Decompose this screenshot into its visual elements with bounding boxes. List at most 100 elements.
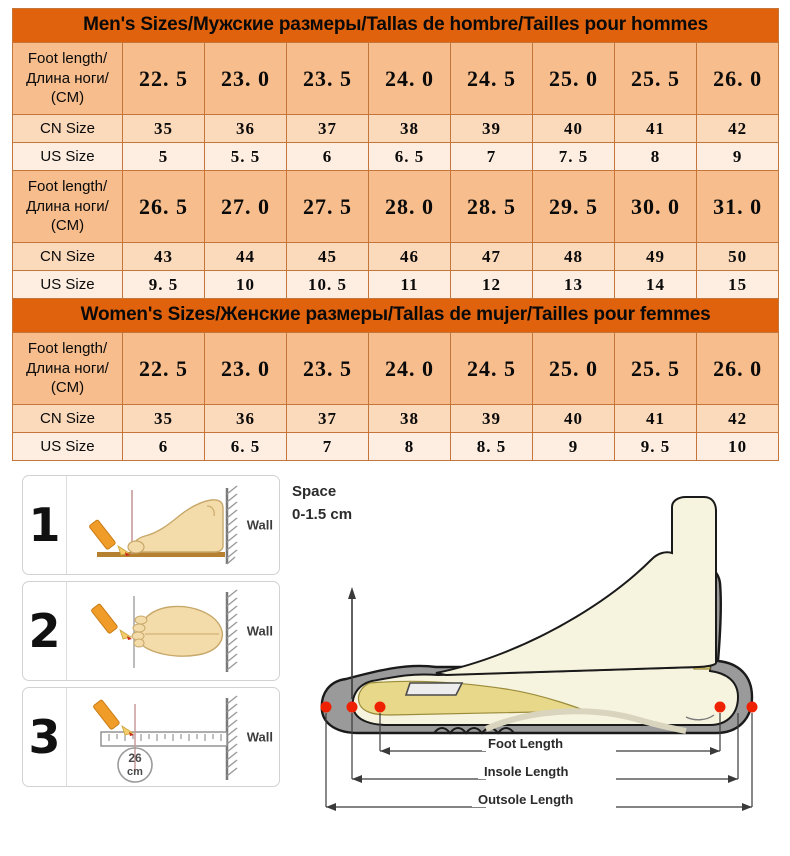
cell-foot-length: 23. 5 bbox=[286, 42, 369, 115]
cell-foot-length: 25. 5 bbox=[614, 42, 697, 115]
size-chart-tables: Men's Sizes/Мужские размеры/Tallas de ho… bbox=[11, 8, 780, 461]
cell-cn-size: 38 bbox=[368, 114, 451, 143]
cell-us-size: 8 bbox=[614, 142, 697, 171]
ruler-reading-value: 26 bbox=[128, 751, 142, 765]
cell-cn-size: 45 bbox=[286, 242, 369, 271]
marker-dot-heel-inner bbox=[714, 701, 726, 713]
cell-cn-size: 46 bbox=[368, 242, 451, 271]
marker-dot-heel-outer bbox=[746, 701, 758, 713]
cell-cn-size: 37 bbox=[286, 404, 369, 433]
cell-cn-size: 42 bbox=[695, 404, 780, 433]
row-label-foot-length: Foot length/ Длина ноги/ (CM) bbox=[12, 42, 123, 115]
cell-foot-length: 25. 0 bbox=[532, 332, 615, 405]
cell-cn-size: 41 bbox=[614, 404, 697, 433]
cell-us-size: 10 bbox=[204, 270, 287, 299]
size-table: Men's Sizes/Мужские размеры/Tallas de ho… bbox=[11, 8, 780, 461]
table-row-us-size: US Size 5 5. 5 6 6. 5 7 7. 5 8 9 bbox=[12, 142, 780, 171]
magnifier-circle bbox=[117, 747, 153, 783]
toe-box-detail bbox=[404, 682, 464, 696]
foot-label-line-1: Foot length/ bbox=[27, 49, 108, 67]
cell-us-size: 11 bbox=[368, 270, 451, 299]
cell-us-size: 8. 5 bbox=[450, 432, 533, 461]
row-label-foot-length: Foot length/ Длина ноги/ (CM) bbox=[12, 332, 123, 405]
table-row-us-size: US Size 9. 5 10 10. 5 11 12 13 14 15 bbox=[12, 270, 780, 299]
foot-label-line-2: Длина ноги/ bbox=[26, 359, 109, 377]
banner-text: Men's Sizes/Мужские размеры/Tallas de ho… bbox=[11, 8, 780, 43]
wall-label: Wall bbox=[246, 517, 273, 533]
table-row-cn-size: CN Size 35 36 37 38 39 40 41 42 bbox=[12, 404, 780, 433]
wall-hatching bbox=[226, 695, 238, 777]
cell-us-size: 9 bbox=[695, 142, 780, 171]
foot-label-line-3: (CM) bbox=[50, 89, 85, 107]
foot-silhouette bbox=[138, 605, 223, 657]
step-1-card: 1 bbox=[22, 475, 280, 575]
foot-label-line-2: Длина ноги/ bbox=[26, 197, 109, 215]
cell-cn-size: 44 bbox=[204, 242, 287, 271]
pencil-icon bbox=[93, 699, 135, 736]
dimension-label-outsole-length: Outsole Length bbox=[472, 792, 580, 807]
marker-dot-outsole-toe bbox=[320, 701, 332, 713]
cell-us-size: 14 bbox=[614, 270, 697, 299]
section-banner-mens: Men's Sizes/Мужские размеры/Tallas de ho… bbox=[11, 8, 780, 43]
ruler-measuring-diagram: 26 cm bbox=[93, 695, 238, 783]
step-3-card: 3 bbox=[22, 687, 280, 787]
cell-cn-size: 43 bbox=[122, 242, 205, 271]
shoe-foot-cross-section bbox=[320, 496, 758, 811]
step-number: 1 bbox=[23, 476, 67, 574]
cell-us-size: 7 bbox=[286, 432, 369, 461]
cell-foot-length: 28. 0 bbox=[368, 170, 451, 243]
cell-us-size: 6 bbox=[286, 142, 369, 171]
table-row-foot-length: Foot length/ Длина ноги/ (CM) 22. 5 23. … bbox=[12, 42, 780, 115]
cell-us-size: 9 bbox=[532, 432, 615, 461]
foot-label-line-2: Длина ноги/ bbox=[26, 69, 109, 87]
cell-cn-size: 36 bbox=[204, 114, 287, 143]
cell-us-size: 10 bbox=[695, 432, 780, 461]
row-label-cn-size: CN Size bbox=[12, 242, 123, 271]
marker-dot-insole-toe bbox=[346, 701, 358, 713]
cell-cn-size: 40 bbox=[532, 114, 615, 143]
measurement-instructions: 1 bbox=[0, 467, 790, 842]
table-row-foot-length: Foot length/ Длина ноги/ (CM) 22. 5 23. … bbox=[12, 332, 780, 405]
cell-us-size: 9. 5 bbox=[614, 432, 697, 461]
cell-foot-length: 27. 5 bbox=[286, 170, 369, 243]
cell-cn-size: 36 bbox=[204, 404, 287, 433]
cell-cn-size: 39 bbox=[450, 114, 533, 143]
foot-and-leg-shape bbox=[435, 496, 717, 677]
section-banner-womens: Women's Sizes/Женские размеры/Tallas de … bbox=[11, 298, 780, 333]
toes-group bbox=[131, 615, 148, 648]
space-arrow-head bbox=[348, 587, 356, 599]
cell-us-size: 15 bbox=[695, 270, 780, 299]
ankle-crease bbox=[206, 505, 215, 517]
foot-label-line-1: Foot length/ bbox=[27, 177, 108, 195]
step-2-card: 2 bbox=[22, 581, 280, 681]
cell-us-size: 13 bbox=[532, 270, 615, 299]
cell-cn-size: 38 bbox=[368, 404, 451, 433]
dimension-label-insole-length: Insole Length bbox=[478, 764, 575, 779]
cell-foot-length: 30. 0 bbox=[614, 170, 697, 243]
cell-foot-length: 26. 0 bbox=[695, 42, 780, 115]
row-label-us-size: US Size bbox=[12, 432, 123, 461]
cell-cn-size: 50 bbox=[695, 242, 780, 271]
wall-hatching bbox=[226, 485, 238, 565]
marker-dot-foot-toe bbox=[374, 701, 386, 713]
cell-foot-length: 28. 5 bbox=[450, 170, 533, 243]
cell-us-size: 9. 5 bbox=[122, 270, 205, 299]
cell-foot-length: 22. 5 bbox=[122, 42, 205, 115]
cell-cn-size: 39 bbox=[450, 404, 533, 433]
dimension-insole-length bbox=[352, 775, 738, 783]
cell-foot-length: 24. 0 bbox=[368, 42, 451, 115]
wall-label: Wall bbox=[246, 623, 273, 639]
wall-hatching bbox=[226, 589, 238, 671]
cell-us-size: 6 bbox=[122, 432, 205, 461]
row-label-cn-size: CN Size bbox=[12, 404, 123, 433]
cell-foot-length: 23. 5 bbox=[286, 332, 369, 405]
table-row-cn-size: CN Size 43 44 45 46 47 48 49 50 bbox=[12, 242, 780, 271]
cell-cn-size: 41 bbox=[614, 114, 697, 143]
table-row-cn-size: CN Size 35 36 37 38 39 40 41 42 bbox=[12, 114, 780, 143]
cell-foot-length: 22. 5 bbox=[122, 332, 205, 405]
measuring-steps-list: 1 bbox=[22, 475, 280, 795]
cell-foot-length: 23. 0 bbox=[204, 332, 287, 405]
row-label-cn-size: CN Size bbox=[12, 114, 123, 143]
space-annotation-line-1: Space bbox=[292, 483, 337, 500]
space-annotation: Space 0-1.5 cm bbox=[292, 481, 352, 526]
